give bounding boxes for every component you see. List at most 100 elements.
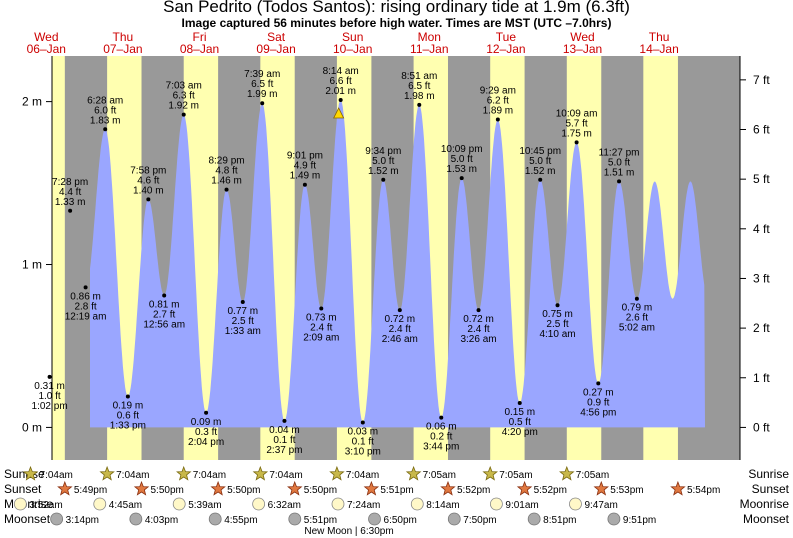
moonrise-time: 5:39am xyxy=(188,500,221,511)
moonset-icon xyxy=(607,512,621,526)
high-tide-time: 8:14 am xyxy=(323,66,359,77)
high-tide-marker xyxy=(381,177,386,182)
low-tide-time: 3:10 pm xyxy=(345,447,381,458)
y-tick-label-ft: 0 ft xyxy=(753,420,770,434)
high-tide-time: 7:28 pm xyxy=(52,177,88,188)
low-tide-time: 2:04 pm xyxy=(188,437,224,448)
moonrise-icon xyxy=(172,497,186,511)
current-level-marker xyxy=(333,107,345,119)
high-tide-marker xyxy=(260,101,265,106)
sunrise-icon xyxy=(176,465,192,481)
low-tide-time: 2:37 pm xyxy=(266,445,302,456)
day-of-week-label: Mon xyxy=(418,30,441,44)
high-tide-height-m: 1.83 m xyxy=(90,115,121,126)
sunrise-time: 7:05am xyxy=(576,470,609,481)
high-tide-height-ft: 6.6 ft xyxy=(330,76,352,87)
y-tick-label-ft: 1 ft xyxy=(753,371,770,385)
high-tide-height-ft: 6.3 ft xyxy=(173,91,195,102)
low-tide-height-ft: 0.9 ft xyxy=(587,397,609,408)
sunset-time: 5:52pm xyxy=(534,485,567,496)
low-tide-height-m: 0.79 m xyxy=(622,303,653,314)
high-tide-marker xyxy=(302,182,307,187)
sunset-icon xyxy=(516,480,533,496)
low-tide-height-m: 0.31 m xyxy=(34,381,65,392)
sunset-time: 5:53pm xyxy=(610,485,643,496)
moonrise-time: 8:14am xyxy=(426,500,459,511)
moonrise-time: 7:24am xyxy=(347,500,380,511)
low-tide-height-m: 0.73 m xyxy=(306,313,337,324)
moonset-time: 3:14pm xyxy=(66,515,99,526)
low-tide-marker xyxy=(204,410,209,415)
high-tide-time: 10:09 pm xyxy=(441,144,483,155)
high-tide-marker xyxy=(574,140,579,145)
low-tide-time: 2:46 am xyxy=(382,334,418,345)
low-tide-height-m: 0.72 m xyxy=(463,314,494,325)
high-tide-height-m: 1.92 m xyxy=(168,101,199,112)
moonset-icon xyxy=(50,512,64,526)
low-tide-height-ft: 0.6 ft xyxy=(117,410,139,421)
sunset-icon xyxy=(363,480,380,496)
y-tick-label-ft: 3 ft xyxy=(753,271,770,285)
low-tide-height-m: 0.77 m xyxy=(227,306,258,317)
y-tick-label-ft: 4 ft xyxy=(753,222,770,236)
date-label: 10–Jan xyxy=(333,42,372,56)
low-tide-marker xyxy=(397,308,402,313)
high-tide-height-ft: 5.0 ft xyxy=(608,157,630,168)
high-tide-marker xyxy=(338,97,343,102)
sunset-time: 5:49pm xyxy=(74,485,107,496)
sunset-icon xyxy=(57,480,73,496)
high-tide-time: 9:29 am xyxy=(480,86,516,97)
high-tide-time: 8:29 pm xyxy=(208,156,244,167)
sunrise-time: 7:04am xyxy=(40,470,73,481)
low-tide-height-m: 0.09 m xyxy=(191,417,222,428)
high-tide-marker xyxy=(538,177,543,182)
low-tide-time: 4:56 pm xyxy=(580,407,616,418)
sunrise-time: 7:04am xyxy=(269,470,302,481)
high-tide-height-m: 1.89 m xyxy=(483,106,514,117)
high-tide-height-ft: 4.6 ft xyxy=(137,175,159,186)
day-of-week-label: Fri xyxy=(193,30,207,44)
high-tide-height-ft: 5.0 ft xyxy=(451,154,473,165)
low-tide-height-m: 0.27 m xyxy=(583,387,614,398)
date-label: 06–Jan xyxy=(27,42,66,56)
low-tide-marker xyxy=(282,418,287,423)
moon-phase-label: New Moon | 6:30pm xyxy=(304,526,393,537)
sunrise-time: 7:04am xyxy=(116,470,149,481)
y-tick-label-m: 0 m xyxy=(22,420,42,434)
low-tide-time: 3:26 am xyxy=(460,334,496,345)
low-tide-height-ft: 0.2 ft xyxy=(430,432,452,443)
sunset-time: 5:51pm xyxy=(380,485,413,496)
high-tide-time: 7:03 am xyxy=(166,81,202,92)
sunrise-icon xyxy=(252,465,269,481)
high-tide-marker xyxy=(146,197,151,202)
low-tide-height-ft: 2.5 ft xyxy=(546,319,568,330)
low-tide-marker xyxy=(240,299,245,304)
low-tide-time: 1:02 pm xyxy=(32,401,68,412)
low-tide-time: 1:33 am xyxy=(225,326,261,337)
day-of-week-label: Tue xyxy=(496,30,517,44)
high-tide-marker xyxy=(617,179,622,184)
y-tick-label-ft: 6 ft xyxy=(753,123,770,137)
high-tide-time: 9:01 pm xyxy=(287,151,323,162)
sunset-row-label-right: Sunset xyxy=(752,482,790,496)
date-label: 12–Jan xyxy=(486,42,525,56)
moonset-icon xyxy=(208,512,222,526)
moonset-row-label: Moonset xyxy=(4,512,51,526)
low-tide-marker xyxy=(83,285,88,290)
sunrise-time: 7:05am xyxy=(499,470,532,481)
sunrise-time: 7:05am xyxy=(423,470,456,481)
low-tide-height-ft: 0.1 ft xyxy=(273,435,295,446)
low-tide-height-ft: 0.5 ft xyxy=(509,417,531,428)
moonset-time: 5:51pm xyxy=(304,515,337,526)
low-tide-marker xyxy=(319,306,324,311)
low-tide-time: 12:56 am xyxy=(143,319,185,330)
moonrise-time: 9:01am xyxy=(505,500,538,511)
moonrise-icon xyxy=(569,497,582,511)
sunrise-icon xyxy=(99,465,115,481)
low-tide-time: 4:10 am xyxy=(539,329,575,340)
low-tide-time: 12:19 am xyxy=(65,311,107,322)
sunset-time: 5:50pm xyxy=(304,485,337,496)
moonrise-icon xyxy=(331,497,345,511)
low-tide-height-ft: 2.4 ft xyxy=(310,323,332,334)
day-of-week-label: Sun xyxy=(342,30,363,44)
